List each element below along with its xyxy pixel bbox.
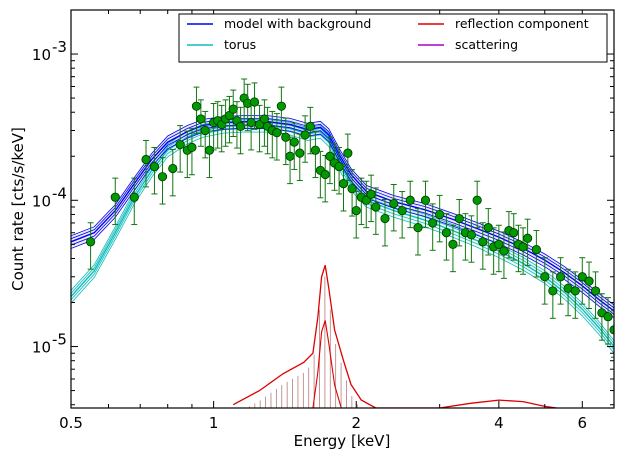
data-point xyxy=(371,202,381,212)
reflection-line-lower xyxy=(312,320,342,408)
data-point xyxy=(466,230,476,240)
data-point xyxy=(228,104,238,114)
data-point xyxy=(454,213,464,224)
data-point xyxy=(548,286,558,296)
data-point xyxy=(351,206,361,216)
data-point xyxy=(397,206,407,216)
data-point xyxy=(584,276,594,286)
x-tick-label: 4 xyxy=(494,414,504,432)
axis-ticks: 0.5 1 2 4 610-510-410-3 xyxy=(32,9,615,432)
model-envelope-line xyxy=(71,118,614,309)
data-point xyxy=(300,130,310,140)
torus-line xyxy=(71,124,614,347)
x-tick-label: 0.5 xyxy=(59,414,83,432)
data-point xyxy=(441,228,452,238)
x-tick-label: 1 xyxy=(209,414,219,432)
legend-label: torus xyxy=(224,37,256,52)
data-point xyxy=(338,179,349,189)
x-tick-label: 6 xyxy=(578,414,588,432)
x-axis-label: Energy [keV] xyxy=(294,432,391,450)
data-point xyxy=(168,163,178,174)
data-point xyxy=(361,195,371,205)
plot-area xyxy=(71,78,614,408)
data-point xyxy=(175,140,185,150)
torus-envelope-line xyxy=(71,121,614,344)
legend-label: reflection component xyxy=(455,16,589,31)
data-point xyxy=(187,142,197,152)
y-tick-label: 10 xyxy=(32,339,51,357)
data-point xyxy=(149,161,160,172)
y-axis-label: Count rate [cts/s/keV] xyxy=(9,127,27,291)
data-point xyxy=(380,213,390,224)
data-point xyxy=(448,239,458,249)
data-point xyxy=(343,148,353,158)
model-envelope-line xyxy=(71,115,614,306)
data-point xyxy=(86,237,96,247)
data-point xyxy=(499,246,509,256)
data-point xyxy=(494,239,504,249)
data-point xyxy=(249,97,260,107)
model-line xyxy=(71,120,614,312)
y-tick-label: 10 xyxy=(32,192,51,210)
data-point xyxy=(191,101,202,111)
data-point xyxy=(200,125,210,136)
data-point xyxy=(531,245,541,255)
data-point xyxy=(540,272,550,282)
model-envelope-line xyxy=(71,124,614,315)
data-point xyxy=(509,228,519,238)
data-point xyxy=(310,145,321,155)
model-band xyxy=(71,115,614,318)
data-point xyxy=(347,184,357,194)
data-point xyxy=(556,272,566,282)
data-point xyxy=(472,195,482,205)
data-point xyxy=(246,117,256,128)
data-point xyxy=(295,148,305,158)
data-point xyxy=(577,272,587,282)
y-tick-exponent: -3 xyxy=(52,38,67,56)
y-tick-exponent: -4 xyxy=(52,184,67,202)
data-point xyxy=(110,192,120,202)
data-point xyxy=(366,189,376,199)
legend: model with background reflection componen… xyxy=(178,13,608,63)
data-point xyxy=(334,161,344,172)
legend-box xyxy=(178,13,608,63)
data-point xyxy=(276,101,286,111)
data-point xyxy=(570,286,580,296)
model-envelope-line xyxy=(71,127,614,319)
data-point xyxy=(389,198,399,209)
data-point xyxy=(285,151,295,161)
data-point xyxy=(320,169,330,180)
data-point xyxy=(405,195,415,205)
data-point xyxy=(590,286,601,296)
data-point xyxy=(289,137,299,147)
data-point xyxy=(435,209,445,220)
legend-label: scattering xyxy=(455,37,518,52)
data-point xyxy=(428,218,438,228)
data-point xyxy=(518,242,528,252)
y-tick-label: 10 xyxy=(32,46,51,64)
data-point xyxy=(420,195,431,205)
y-tick-exponent: -5 xyxy=(52,331,67,349)
data-point xyxy=(272,128,282,138)
data-point xyxy=(478,237,488,247)
reflection-line xyxy=(232,265,557,408)
data-point xyxy=(235,121,246,132)
data-point xyxy=(141,154,151,165)
data-point xyxy=(603,312,613,322)
data-point xyxy=(157,172,168,182)
legend-label: model with background xyxy=(224,16,371,31)
data-point xyxy=(305,121,315,132)
plot-frame xyxy=(70,9,615,409)
data-point xyxy=(196,114,206,124)
data-point xyxy=(523,233,533,243)
data-point xyxy=(129,192,139,202)
data-point xyxy=(413,223,423,233)
x-tick-label: 2 xyxy=(351,414,361,432)
